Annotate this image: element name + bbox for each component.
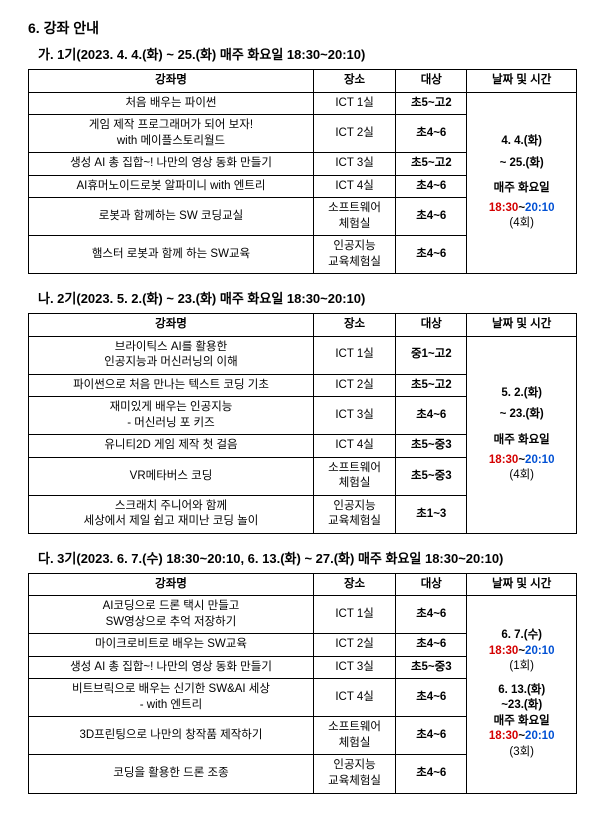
course-target: 초4~6 — [396, 115, 467, 153]
term2-table: 강좌명 장소 대상 날짜 및 시간 브라이틱스 AI를 활용한인공지능과 머신러… — [28, 313, 577, 534]
course-place: 인공지능교육체험실 — [313, 236, 395, 274]
course-target: 초5~중3 — [396, 656, 467, 679]
course-target: 초5~중3 — [396, 457, 467, 495]
course-target: 초4~6 — [396, 679, 467, 717]
term1-heading: 가. 1기(2023. 4. 4.(화) ~ 25.(화) 매주 화요일 18:… — [38, 44, 577, 63]
course-name: 파이썬으로 처음 만나는 텍스트 코딩 기초 — [29, 374, 314, 397]
course-name: 마이크로비트로 배우는 SW교육 — [29, 634, 314, 657]
course-place: 인공지능교육체험실 — [313, 495, 395, 533]
course-target: 중1~고2 — [396, 336, 467, 374]
header-place: 장소 — [313, 314, 395, 337]
course-name: AI휴머노이드로봇 알파미니 with 엔트리 — [29, 175, 314, 198]
course-place: ICT 2실 — [313, 634, 395, 657]
term1-table: 강좌명 장소 대상 날짜 및 시간 처음 배우는 파이썬ICT 1실초5~고24… — [28, 69, 577, 274]
course-target: 초5~고2 — [396, 153, 467, 176]
course-place: ICT 4실 — [313, 435, 395, 458]
table-header-row: 강좌명 장소 대상 날짜 및 시간 — [29, 573, 577, 596]
schedule-cell: 4. 4.(화)~ 25.(화)매주 화요일18:30~20:10(4회) — [467, 92, 577, 274]
course-target: 초4~6 — [396, 755, 467, 793]
table-row: AI코딩으로 드론 택시 만들고SW영상으로 추억 저장하기ICT 1실초4~6… — [29, 596, 577, 634]
table-header-row: 강좌명 장소 대상 날짜 및 시간 — [29, 314, 577, 337]
course-place: ICT 4실 — [313, 175, 395, 198]
term2-heading: 나. 2기(2023. 5. 2.(화) ~ 23.(화) 매주 화요일 18:… — [38, 288, 577, 307]
header-time: 날짜 및 시간 — [467, 70, 577, 93]
course-target: 초4~6 — [396, 634, 467, 657]
course-target: 초5~중3 — [396, 435, 467, 458]
header-place: 장소 — [313, 70, 395, 93]
course-name: 재미있게 배우는 인공지능- 머신러닝 포 키즈 — [29, 397, 314, 435]
course-place: ICT 3실 — [313, 397, 395, 435]
course-target: 초4~6 — [396, 596, 467, 634]
table-row: 처음 배우는 파이썬ICT 1실초5~고24. 4.(화)~ 25.(화)매주 … — [29, 92, 577, 115]
header-name: 강좌명 — [29, 573, 314, 596]
header-time: 날짜 및 시간 — [467, 573, 577, 596]
course-place: ICT 3실 — [313, 153, 395, 176]
course-target: 초4~6 — [396, 397, 467, 435]
course-name: VR메타버스 코딩 — [29, 457, 314, 495]
course-name: 유니티2D 게임 제작 첫 걸음 — [29, 435, 314, 458]
course-place: 인공지능교육체험실 — [313, 755, 395, 793]
course-name: 3D프린팅으로 나만의 창작품 제작하기 — [29, 717, 314, 755]
course-target: 초1~3 — [396, 495, 467, 533]
course-place: ICT 1실 — [313, 336, 395, 374]
header-target: 대상 — [396, 70, 467, 93]
course-name: 생성 AI 총 집합~! 나만의 영상 동화 만들기 — [29, 656, 314, 679]
header-time: 날짜 및 시간 — [467, 314, 577, 337]
page-title: 6. 강좌 안내 — [28, 18, 577, 38]
table-row: 브라이틱스 AI를 활용한인공지능과 머신러닝의 이해ICT 1실중1~고25.… — [29, 336, 577, 374]
course-target: 초5~고2 — [396, 92, 467, 115]
course-name: AI코딩으로 드론 택시 만들고SW영상으로 추억 저장하기 — [29, 596, 314, 634]
course-target: 초4~6 — [396, 236, 467, 274]
course-place: ICT 3실 — [313, 656, 395, 679]
course-name: 로봇과 함께하는 SW 코딩교실 — [29, 198, 314, 236]
header-target: 대상 — [396, 573, 467, 596]
header-name: 강좌명 — [29, 314, 314, 337]
course-place: 소프트웨어체험실 — [313, 717, 395, 755]
course-target: 초4~6 — [396, 175, 467, 198]
schedule-cell: 6. 7.(수)18:30~20:10(1회)6. 13.(화)~23.(화)매… — [467, 596, 577, 793]
course-name: 비트브릭으로 배우는 신기한 SW&AI 세상- with 엔트리 — [29, 679, 314, 717]
course-place: 소프트웨어체험실 — [313, 457, 395, 495]
course-name: 햄스터 로봇과 함께 하는 SW교육 — [29, 236, 314, 274]
course-place: ICT 1실 — [313, 596, 395, 634]
table-header-row: 강좌명 장소 대상 날짜 및 시간 — [29, 70, 577, 93]
course-place: ICT 4실 — [313, 679, 395, 717]
course-target: 초5~고2 — [396, 374, 467, 397]
course-name: 게임 제작 프로그래머가 되어 보자!with 메이플스토리월드 — [29, 115, 314, 153]
course-name: 처음 배우는 파이썬 — [29, 92, 314, 115]
term3-heading: 다. 3기(2023. 6. 7.(수) 18:30~20:10, 6. 13.… — [38, 548, 577, 567]
course-target: 초4~6 — [396, 198, 467, 236]
header-target: 대상 — [396, 314, 467, 337]
course-name: 스크래치 주니어와 함께세상에서 제일 쉽고 재미난 코딩 놀이 — [29, 495, 314, 533]
course-name: 코딩을 활용한 드론 조종 — [29, 755, 314, 793]
header-place: 장소 — [313, 573, 395, 596]
term3-table: 강좌명 장소 대상 날짜 및 시간 AI코딩으로 드론 택시 만들고SW영상으로… — [28, 573, 577, 794]
course-place: ICT 1실 — [313, 92, 395, 115]
course-place: ICT 2실 — [313, 115, 395, 153]
course-place: 소프트웨어체험실 — [313, 198, 395, 236]
header-name: 강좌명 — [29, 70, 314, 93]
schedule-cell: 5. 2.(화)~ 23.(화)매주 화요일18:30~20:10(4회) — [467, 336, 577, 533]
course-name: 브라이틱스 AI를 활용한인공지능과 머신러닝의 이해 — [29, 336, 314, 374]
course-name: 생성 AI 총 집합~! 나만의 영상 동화 만들기 — [29, 153, 314, 176]
course-place: ICT 2실 — [313, 374, 395, 397]
course-target: 초4~6 — [396, 717, 467, 755]
